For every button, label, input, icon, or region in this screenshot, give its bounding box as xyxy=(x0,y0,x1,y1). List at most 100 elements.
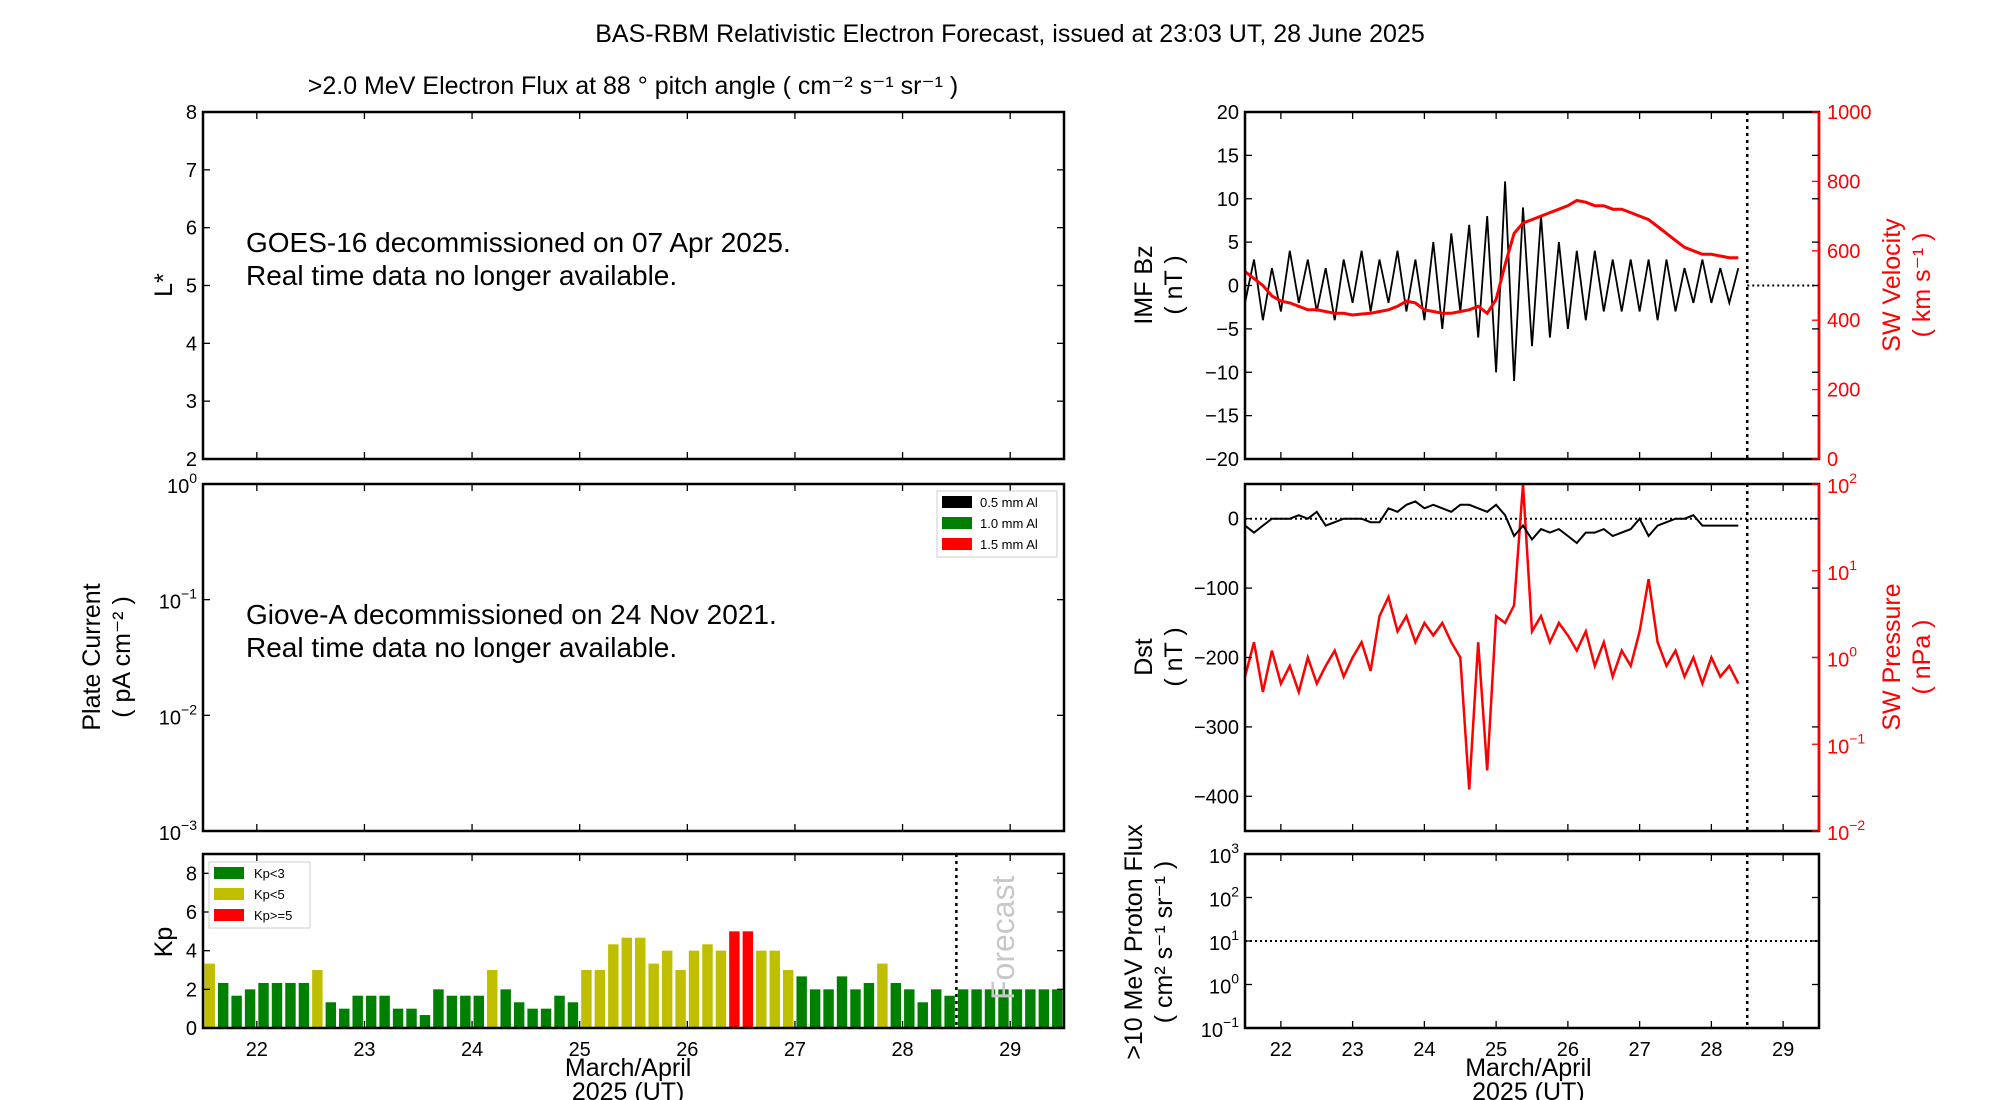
kp-bar xyxy=(890,982,902,1028)
kp-ytick-label: 6 xyxy=(186,902,197,924)
kp-bar xyxy=(271,982,283,1028)
plate-current-axis-label: Plate Current( pA cm⁻² ) xyxy=(78,583,136,730)
kp-bar xyxy=(1052,989,1063,1028)
kp-bar xyxy=(702,944,713,1028)
tick-exponent: 0 xyxy=(1849,644,1857,660)
dst-ytick-label: −400 xyxy=(1194,786,1239,808)
x-axis-label-line2: 2025 (UT) xyxy=(572,1078,685,1100)
kp-bar xyxy=(419,1015,431,1028)
imf-ytick-label: −20 xyxy=(1205,449,1239,471)
sw-pressure-axis-label-line1: SW Pressure xyxy=(1878,583,1906,730)
proton-ytick-label: 101 xyxy=(1209,927,1239,955)
kp-bar xyxy=(836,976,848,1028)
x-tick-label: 22 xyxy=(1270,1039,1292,1061)
sw-pressure-ytick-label: 10−2 xyxy=(1827,817,1865,845)
kp-bar xyxy=(984,989,996,1028)
kp-bar xyxy=(917,1002,928,1028)
electron-flux-ytick-label: 4 xyxy=(186,333,197,355)
dst-axis-label-line1: Dst xyxy=(1130,638,1158,676)
electron-flux-title: >2.0 MeV Electron Flux at 88 ° pitch ang… xyxy=(308,72,959,100)
kp-bar xyxy=(675,970,686,1028)
kp-bar xyxy=(1025,989,1036,1028)
tick-exponent: 0 xyxy=(1231,971,1239,987)
tick-exponent: 2 xyxy=(1849,470,1857,486)
kp-bar xyxy=(594,970,606,1028)
sw-pressure-ytick-label: 100 xyxy=(1827,644,1857,672)
kp-ytick-label: 2 xyxy=(186,979,197,1001)
kp-ytick-label: 0 xyxy=(186,1018,197,1040)
legend-label: Kp<5 xyxy=(254,887,285,902)
kp-bar xyxy=(742,931,754,1028)
imf-ytick-label: 0 xyxy=(1228,276,1239,298)
proton-flux-axis-label: >10 MeV Proton Flux( cm² s⁻¹ sr⁻¹ ) xyxy=(1120,824,1178,1060)
sw-velocity-axis-label: SW Velocity( km s⁻¹ ) xyxy=(1878,218,1936,352)
dst-ytick-label: −300 xyxy=(1194,717,1239,739)
kp-bar xyxy=(1038,989,1050,1028)
electron-flux-ytick-label: 5 xyxy=(186,276,197,298)
kp-bar xyxy=(661,950,673,1028)
giove-message-line2: Real time data no longer available. xyxy=(246,632,677,663)
kp-ytick-label: 4 xyxy=(186,941,197,963)
x-tick-label: 28 xyxy=(891,1039,913,1061)
kp-bar xyxy=(312,970,323,1028)
x-tick-label: 24 xyxy=(1413,1039,1435,1061)
x-tick-label: 26 xyxy=(1557,1039,1579,1061)
imf-bz-axis-label: IMF Bz( nT ) xyxy=(1130,245,1188,324)
tick-base: 10 xyxy=(159,592,181,614)
kp-bar xyxy=(782,970,794,1028)
tick-base: 10 xyxy=(1827,823,1849,845)
kp-bar xyxy=(406,1008,417,1028)
kp-ytick-label: 8 xyxy=(186,863,197,885)
dst-ytick-label: 0 xyxy=(1228,509,1239,531)
sw-velocity-ytick-label: 800 xyxy=(1827,171,1860,193)
sw-pressure-ytick-label: 102 xyxy=(1827,470,1857,498)
proton-ytick-label: 100 xyxy=(1209,971,1239,999)
tick-exponent: −1 xyxy=(1849,730,1865,746)
kp-bar xyxy=(392,1008,404,1028)
kp-bar xyxy=(729,931,740,1028)
x-tick-label: 23 xyxy=(1342,1039,1364,1061)
kp-bar xyxy=(460,995,471,1028)
goes-message-line1: GOES-16 decommissioned on 07 Apr 2025. xyxy=(246,227,791,258)
kp-bar xyxy=(352,995,363,1028)
sw-velocity-ytick-label: 0 xyxy=(1827,449,1838,471)
electron-flux-ytick-label: 7 xyxy=(186,160,197,182)
plate-current-ytick-label: 100 xyxy=(167,470,197,498)
kp-bar xyxy=(554,995,565,1028)
kp-bar xyxy=(285,982,296,1028)
kp-bar xyxy=(850,989,861,1028)
kp-bar xyxy=(244,989,256,1028)
x-tick-label: 29 xyxy=(999,1039,1021,1061)
tick-exponent: −1 xyxy=(1223,1014,1239,1030)
kp-bar xyxy=(258,982,269,1028)
l-star-axis-label-line1: L* xyxy=(150,273,178,297)
x-tick-label: 25 xyxy=(569,1039,591,1061)
kp-bar xyxy=(325,1002,337,1028)
kp-bar xyxy=(500,989,511,1028)
dst-axis-label-line2: ( nT ) xyxy=(1160,627,1188,686)
plate-current-axis-label-line2: ( pA cm⁻² ) xyxy=(108,596,136,718)
tick-base: 10 xyxy=(1209,890,1231,912)
plate-current-ytick-label: 10−3 xyxy=(159,817,197,845)
x-tick-label: 29 xyxy=(1772,1039,1794,1061)
proton-ytick-label: 10−1 xyxy=(1201,1014,1239,1042)
sw-pressure-axis-label-line2: ( nPa ) xyxy=(1908,619,1936,694)
kp-bar xyxy=(540,1008,552,1028)
tick-exponent: −3 xyxy=(181,817,197,833)
imf-ytick-label: 5 xyxy=(1228,232,1239,254)
kp-axis-label: Kp xyxy=(150,927,178,958)
tick-exponent: 3 xyxy=(1231,840,1239,856)
sw-pressure-axis-label: SW Pressure( nPa ) xyxy=(1878,583,1936,730)
kp-bar xyxy=(527,1008,538,1028)
x-axis-label-line1: March/April xyxy=(565,1054,691,1082)
kp-bar xyxy=(433,989,444,1028)
kp-bar xyxy=(1011,989,1023,1028)
imf-ytick-label: 15 xyxy=(1217,145,1239,167)
kp-bar xyxy=(998,989,1009,1028)
plate-current-frame xyxy=(201,482,1066,833)
kp-bar xyxy=(904,989,915,1028)
kp-bar xyxy=(877,963,888,1028)
x-tick-label: 24 xyxy=(461,1039,483,1061)
kp-bar xyxy=(621,937,632,1028)
